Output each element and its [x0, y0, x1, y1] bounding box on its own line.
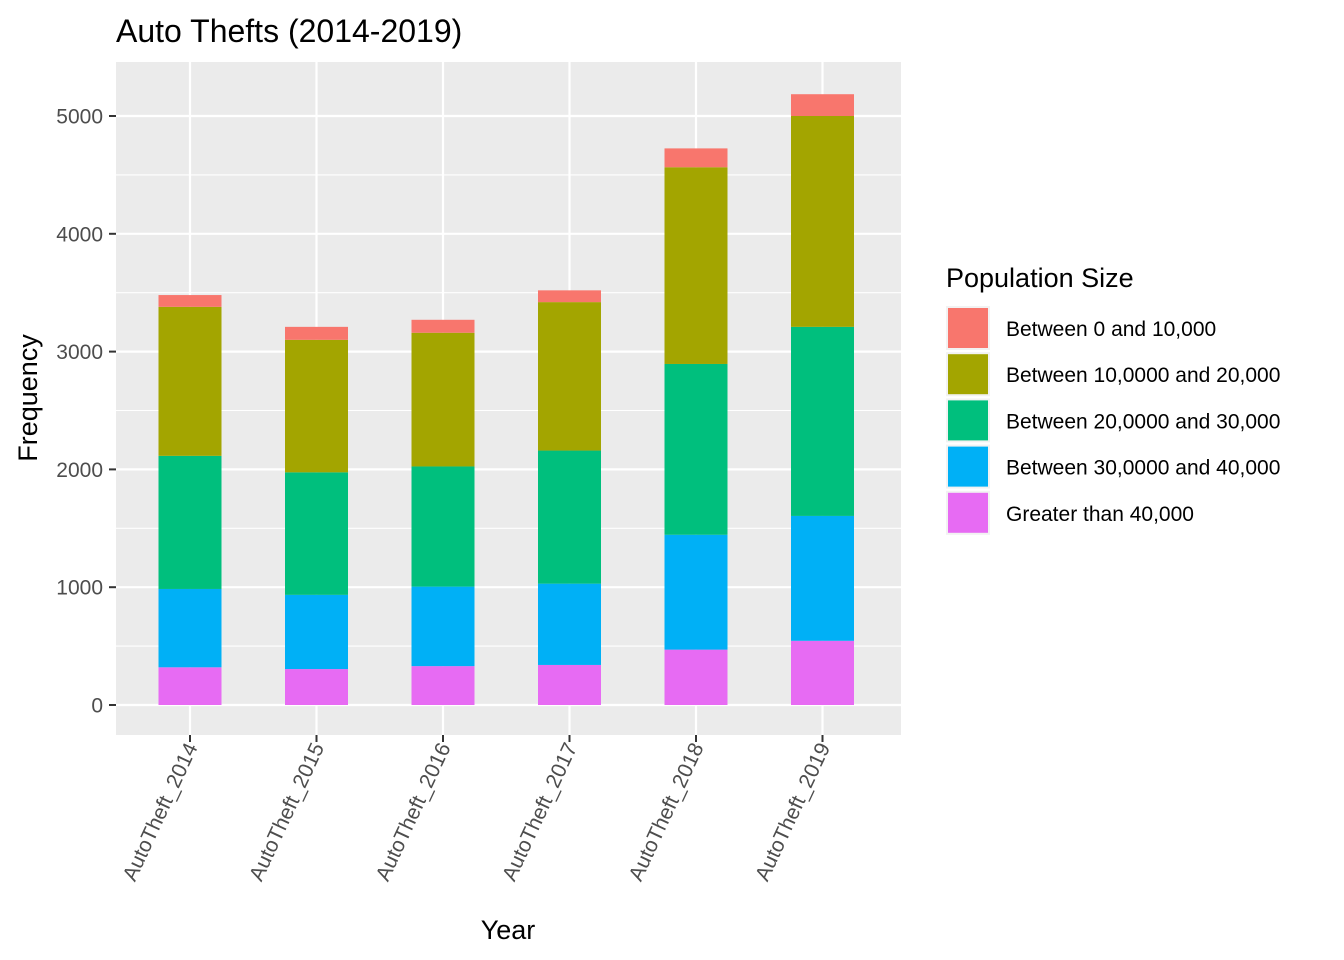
- bar-segment: [791, 116, 854, 327]
- y-tick-label: 3000: [56, 341, 103, 364]
- legend-swatch: [948, 446, 988, 487]
- legend-items: Between 0 and 10,000 Between 10,0000 and …: [946, 306, 1280, 535]
- legend-swatch: [948, 400, 988, 441]
- x-tick-label: AutoTheft_2019: [751, 739, 835, 884]
- y-tick-label: 2000: [56, 459, 103, 482]
- bar-segment: [664, 534, 728, 650]
- bar-segment: [791, 640, 854, 705]
- x-tick-label: AutoTheft_2016: [372, 739, 456, 884]
- legend-label: Between 0 and 10,000: [1006, 318, 1216, 341]
- bar-segment: [538, 664, 601, 705]
- bar-segment: [285, 339, 348, 473]
- bar-segment: [411, 319, 475, 333]
- bar-segment: [285, 669, 348, 705]
- legend-swatch: [948, 492, 988, 533]
- x-axis-title: Year: [481, 915, 536, 945]
- bar-segment: [791, 94, 854, 116]
- bar-segment: [411, 332, 475, 467]
- bars: [158, 94, 854, 705]
- legend-label: Greater than 40,000: [1006, 503, 1194, 526]
- y-tick-label: 1000: [56, 577, 103, 600]
- bar-segment: [158, 455, 222, 589]
- bar-segment: [664, 148, 728, 168]
- x-tick-label: AutoTheft_2014: [119, 739, 203, 884]
- bar-segment: [664, 649, 728, 705]
- bar-segment: [285, 472, 348, 595]
- bar-segment: [538, 302, 601, 451]
- bar-segment: [791, 326, 854, 516]
- y-tick-label: 5000: [56, 106, 103, 129]
- y-tick-label: 0: [91, 695, 103, 718]
- x-axis: AutoTheft_2014 AutoTheft_2015 AutoTheft_20…: [119, 735, 835, 885]
- legend-label: Between 20,0000 and 30,000: [1006, 410, 1280, 433]
- legend-label: Between 30,0000 and 40,000: [1006, 457, 1280, 480]
- chart-title: Auto Thefts (2014-2019): [116, 13, 462, 49]
- bar-segment: [285, 594, 348, 670]
- bar-segment: [538, 450, 601, 584]
- bar-segment: [285, 326, 348, 340]
- bar-segment: [411, 466, 475, 587]
- legend-title: Population Size: [946, 263, 1134, 293]
- bar-segment: [411, 666, 475, 705]
- legend-label: Between 10,0000 and 20,000: [1006, 364, 1280, 387]
- bar-segment: [538, 290, 601, 303]
- legend: Population Size Between 0 and 10,000Betw…: [946, 263, 1280, 535]
- y-axis-title: Frequency: [13, 334, 43, 462]
- bar-segment: [158, 588, 222, 668]
- x-tick-label: AutoTheft_2017: [498, 739, 582, 884]
- x-tick-label: AutoTheft_2015: [245, 739, 329, 884]
- bar-segment: [664, 167, 728, 364]
- grid-minor: [116, 174, 901, 647]
- bar-segment: [538, 583, 601, 665]
- bar-segment: [664, 363, 728, 535]
- bar-segment: [158, 667, 222, 705]
- x-tick-label: AutoTheft_2018: [625, 739, 709, 884]
- bar-segment: [158, 295, 222, 307]
- y-axis: 0 1000 2000 3000 4000 5000: [56, 106, 116, 718]
- legend-swatch: [948, 354, 988, 395]
- bar-segment: [791, 515, 854, 641]
- y-tick-label: 4000: [56, 223, 103, 246]
- bar-segment: [411, 586, 475, 667]
- plot-panel: [116, 62, 901, 735]
- legend-swatch: [948, 308, 988, 348]
- bar-segment: [158, 306, 222, 456]
